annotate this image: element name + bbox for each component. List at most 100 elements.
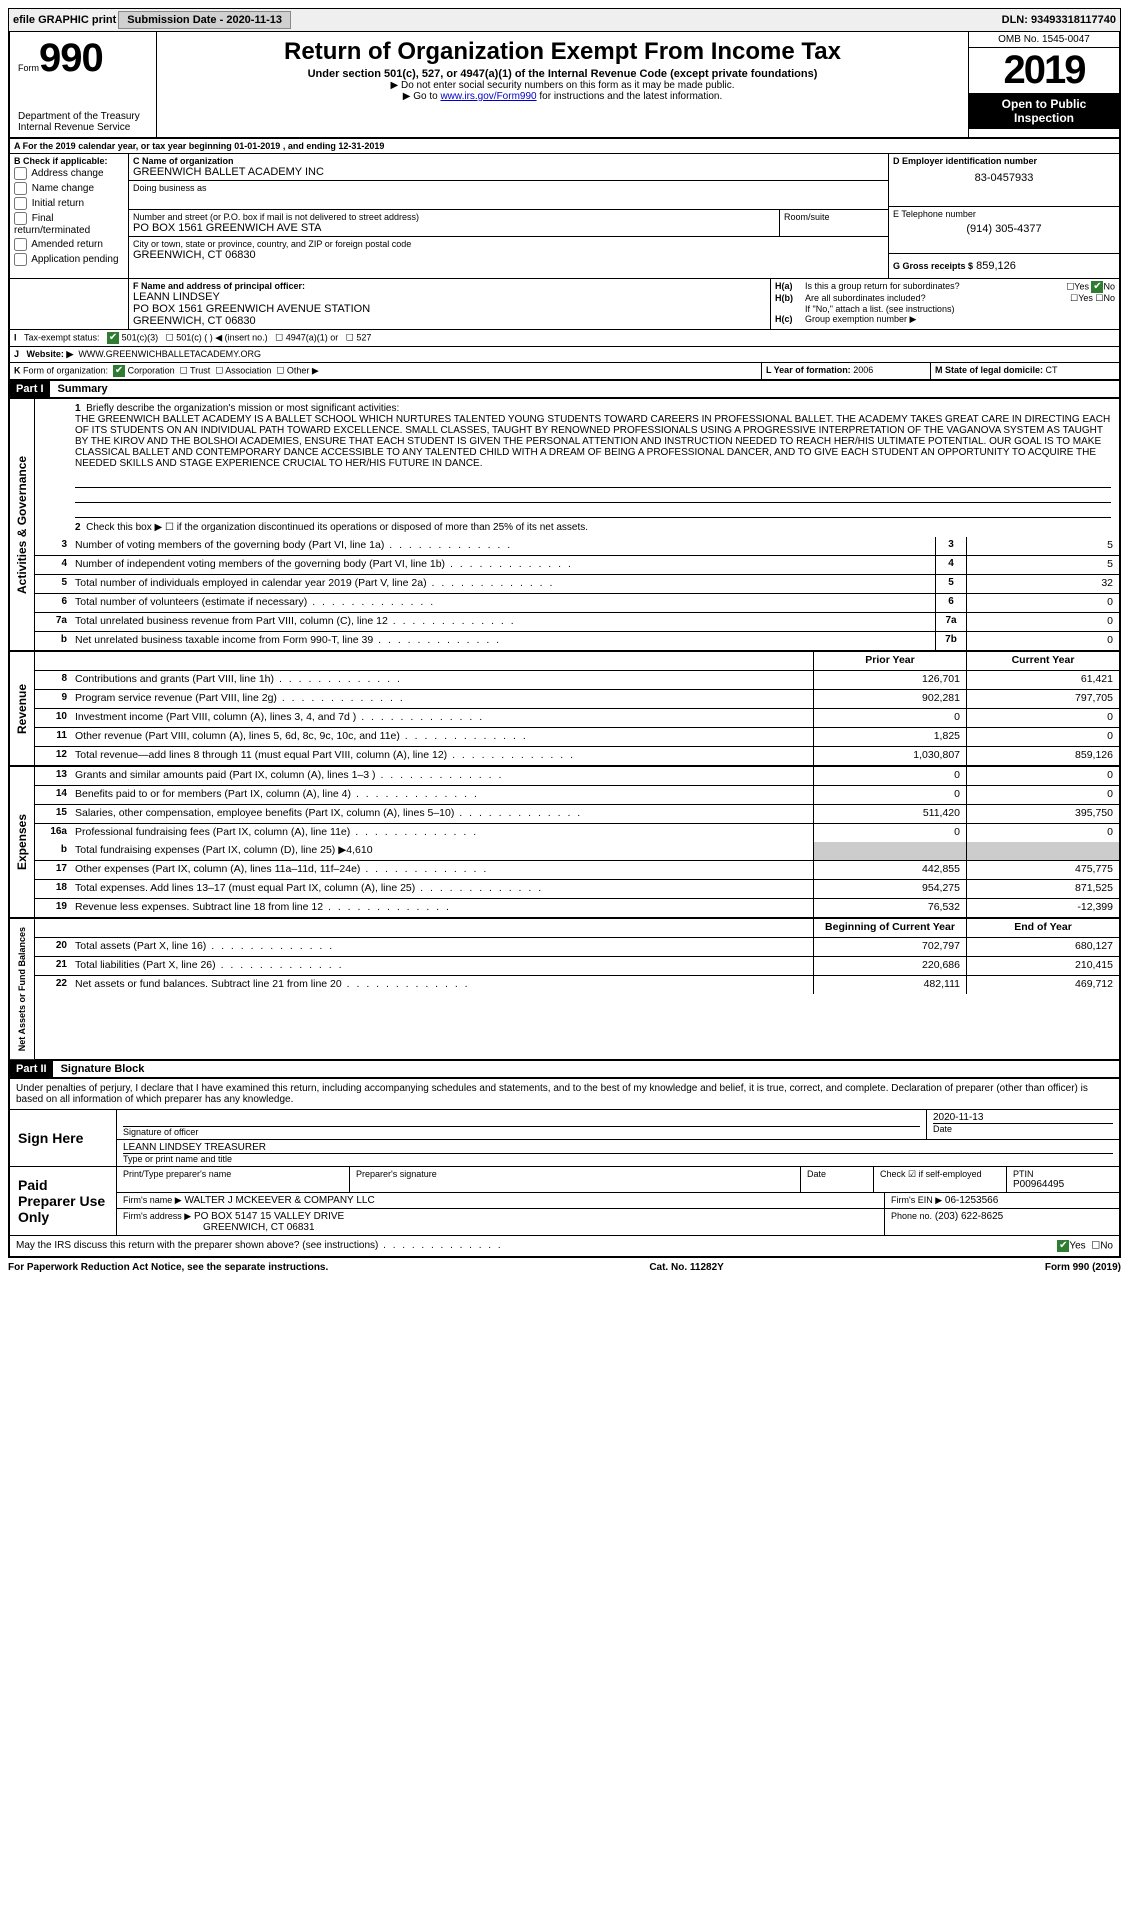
part2-title: Signature Block bbox=[53, 1063, 145, 1075]
irs-link[interactable]: www.irs.gov/Form990 bbox=[440, 91, 536, 102]
check-corporation: ✔ bbox=[113, 365, 125, 377]
officer-label: F Name and address of principal officer: bbox=[133, 281, 766, 291]
table-row: 9Program service revenue (Part VIII, lin… bbox=[35, 690, 1119, 709]
table-row: 8Contributions and grants (Part VIII, li… bbox=[35, 671, 1119, 690]
top-bar: efile GRAPHIC print Submission Date - 20… bbox=[8, 8, 1121, 32]
org-address: PO BOX 1561 GREENWICH AVE STA bbox=[133, 222, 775, 234]
check-name-change[interactable]: Name change bbox=[14, 181, 124, 196]
prep-date-label: Date bbox=[807, 1169, 867, 1179]
discuss-question: May the IRS discuss this return with the… bbox=[10, 1236, 1119, 1256]
line-16b: Total fundraising expenses (Part IX, col… bbox=[71, 842, 813, 860]
gross-receipts-value: 859,126 bbox=[976, 260, 1016, 272]
signature-officer-label: Signature of officer bbox=[123, 1127, 920, 1137]
phone-value: (914) 305-4377 bbox=[893, 219, 1115, 235]
firm-name-label: Firm's name ▶ bbox=[123, 1195, 182, 1205]
check-address-change[interactable]: Address change bbox=[14, 166, 124, 181]
line-k: K Form of organization: ✔ Corporation ☐ … bbox=[10, 363, 762, 379]
ssn-warning: ▶ Do not enter social security numbers o… bbox=[177, 80, 948, 91]
table-row: 15Salaries, other compensation, employee… bbox=[35, 805, 1119, 824]
form-number: 990 bbox=[39, 36, 103, 80]
table-row: 20Total assets (Part X, line 16)702,7976… bbox=[35, 938, 1119, 957]
check-amended-return[interactable]: Amended return bbox=[14, 237, 124, 252]
dln-label: DLN: 93493318117740 bbox=[1002, 14, 1116, 26]
table-row: 14Benefits paid to or for members (Part … bbox=[35, 786, 1119, 805]
catalog-number: Cat. No. 11282Y bbox=[649, 1262, 723, 1273]
table-row: bNet unrelated business taxable income f… bbox=[35, 632, 1119, 650]
h-b-note: If "No," attach a list. (see instruction… bbox=[775, 304, 1115, 314]
table-row: 21Total liabilities (Part X, line 26)220… bbox=[35, 957, 1119, 976]
part2-header: Part II bbox=[10, 1061, 53, 1077]
side-revenue: Revenue bbox=[10, 652, 35, 765]
part1-title: Summary bbox=[50, 383, 108, 395]
form-subtitle: Under section 501(c), 527, or 4947(a)(1)… bbox=[177, 68, 948, 80]
side-net-assets: Net Assets or Fund Balances bbox=[10, 919, 35, 1059]
perjury-statement: Under penalties of perjury, I declare th… bbox=[10, 1079, 1119, 1110]
col-end-year: End of Year bbox=[966, 919, 1119, 937]
ein-value: 83-0457933 bbox=[893, 166, 1115, 184]
firm-name: WALTER J MCKEEVER & COMPANY LLC bbox=[184, 1195, 374, 1206]
form-ref: Form 990 (2019) bbox=[1045, 1262, 1121, 1273]
line-2: 2 Check this box ▶ ☐ if the organization… bbox=[35, 518, 1119, 537]
line-a: A For the 2019 calendar year, or tax yea… bbox=[10, 139, 1119, 153]
h-a-answer: ☐Yes ✔No bbox=[1066, 281, 1115, 293]
submission-date-button[interactable]: Submission Date - 2020-11-13 bbox=[118, 11, 291, 29]
section-b: B Check if applicable: Address change Na… bbox=[10, 154, 129, 278]
ein-label: D Employer identification number bbox=[893, 156, 1115, 166]
dba-label: Doing business as bbox=[133, 183, 884, 193]
dept-irs: Internal Revenue Service bbox=[18, 122, 148, 133]
table-row: 16aProfessional fundraising fees (Part I… bbox=[35, 824, 1119, 842]
tax-year: 2019 bbox=[969, 48, 1119, 93]
firm-ein-label: Firm's EIN ▶ bbox=[891, 1195, 942, 1205]
h-b-answer: ☐Yes ☐No bbox=[1070, 293, 1115, 304]
city-label: City or town, state or province, country… bbox=[133, 239, 884, 249]
h-b-question: Are all subordinates included? bbox=[805, 293, 1070, 304]
line-j: J Website: ▶ WWW.GREENWICHBALLETACADEMY.… bbox=[10, 347, 1119, 362]
table-row: 3Number of voting members of the governi… bbox=[35, 537, 1119, 556]
officer-name-title: LEANN LINDSEY TREASURER bbox=[123, 1142, 1113, 1154]
gross-receipts-label: G Gross receipts $ bbox=[893, 261, 973, 271]
part1-header: Part I bbox=[10, 381, 50, 397]
table-row: 12Total revenue—add lines 8 through 11 (… bbox=[35, 747, 1119, 765]
officer-addr2: GREENWICH, CT 06830 bbox=[133, 315, 766, 327]
mission-text: THE GREENWICH BALLET ACADEMY IS A BALLET… bbox=[75, 414, 1110, 469]
org-name: GREENWICH BALLET ACADEMY INC bbox=[133, 166, 884, 178]
firm-ein: 06-1253566 bbox=[945, 1195, 998, 1206]
website-value: WWW.GREENWICHBALLETACADEMY.ORG bbox=[78, 349, 261, 359]
page-footer: For Paperwork Reduction Act Notice, see … bbox=[8, 1258, 1121, 1277]
preparer-sig-label: Preparer's signature bbox=[356, 1169, 794, 1179]
table-row: 17Other expenses (Part IX, column (A), l… bbox=[35, 861, 1119, 880]
col-current-year: Current Year bbox=[966, 652, 1119, 670]
firm-phone-label: Phone no. bbox=[891, 1211, 932, 1221]
table-row: 5Total number of individuals employed in… bbox=[35, 575, 1119, 594]
check-final-return[interactable]: Final return/terminated bbox=[14, 211, 124, 237]
table-row: 22Net assets or fund balances. Subtract … bbox=[35, 976, 1119, 994]
table-row: 4Number of independent voting members of… bbox=[35, 556, 1119, 575]
line-m: M State of legal domicile: CT bbox=[931, 363, 1119, 379]
dept-treasury: Department of the Treasury bbox=[18, 111, 148, 122]
line-i: I Tax-exempt status: ✔ 501(c)(3) ☐ 501(c… bbox=[10, 330, 1119, 346]
paid-preparer-label: Paid Preparer Use Only bbox=[10, 1167, 117, 1235]
check-initial-return[interactable]: Initial return bbox=[14, 196, 124, 211]
self-employed-check[interactable]: Check ☑ if self-employed bbox=[880, 1169, 1000, 1180]
form-prefix: Form bbox=[18, 63, 39, 73]
line-1: 1 Briefly describe the organization's mi… bbox=[35, 399, 1119, 473]
table-row: 7aTotal unrelated business revenue from … bbox=[35, 613, 1119, 632]
signature-date: 2020-11-13 bbox=[933, 1112, 1113, 1124]
h-a-question: Is this a group return for subordinates? bbox=[805, 281, 1066, 293]
officer-name: LEANN LINDSEY bbox=[133, 291, 766, 303]
table-row: 13Grants and similar amounts paid (Part … bbox=[35, 767, 1119, 786]
check-application-pending[interactable]: Application pending bbox=[14, 252, 124, 267]
check-501c3: ✔ bbox=[107, 332, 119, 344]
col-prior-year: Prior Year bbox=[813, 652, 966, 670]
efile-label: efile GRAPHIC print bbox=[13, 14, 116, 26]
firm-addr2: GREENWICH, CT 06831 bbox=[123, 1222, 315, 1233]
form-header: Form990 Department of the Treasury Inter… bbox=[8, 32, 1121, 139]
table-row: 10Investment income (Part VIII, column (… bbox=[35, 709, 1119, 728]
side-activities-governance: Activities & Governance bbox=[10, 399, 35, 650]
firm-phone: (203) 622-8625 bbox=[935, 1211, 1003, 1222]
col-beginning-year: Beginning of Current Year bbox=[813, 919, 966, 937]
preparer-name-label: Print/Type preparer's name bbox=[123, 1169, 343, 1179]
org-city: GREENWICH, CT 06830 bbox=[133, 249, 884, 261]
phone-label: E Telephone number bbox=[893, 209, 1115, 219]
table-row: 11Other revenue (Part VIII, column (A), … bbox=[35, 728, 1119, 747]
